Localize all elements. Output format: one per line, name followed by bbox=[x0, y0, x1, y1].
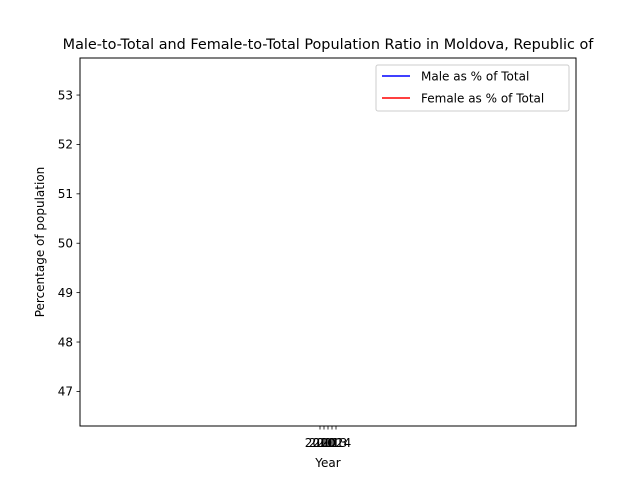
y-tick-label: 50 bbox=[58, 237, 73, 251]
x-tick-label: 2010 bbox=[305, 436, 336, 450]
legend-label-male: Male as % of Total bbox=[421, 70, 529, 84]
x-tick-label: 2014 bbox=[321, 436, 352, 450]
plot-area-frame bbox=[79, 57, 577, 427]
y-tick-label: 49 bbox=[58, 286, 73, 300]
y-axis-label: Percentage of population bbox=[33, 167, 47, 318]
legend: Male as % of Total Female as % of Total bbox=[375, 64, 570, 112]
y-axis-ticks: 47 48 49 50 51 52 53 bbox=[58, 88, 80, 399]
y-tick-label: 53 bbox=[58, 88, 73, 102]
y-tick-label: 47 bbox=[58, 385, 73, 399]
x-tick-label: 2011 bbox=[309, 436, 340, 450]
y-tick-label: 51 bbox=[58, 187, 73, 201]
legend-frame bbox=[375, 64, 570, 112]
legend-label-female: Female as % of Total bbox=[421, 92, 544, 106]
x-axis-label: Year bbox=[314, 456, 340, 470]
chart-title: Male-to-Total and Female-to-Total Popula… bbox=[63, 37, 595, 53]
x-tick-label: 2013 bbox=[317, 436, 348, 450]
y-tick-label: 48 bbox=[58, 335, 73, 349]
y-tick-label: 52 bbox=[58, 138, 73, 152]
x-tick-label: 2012 bbox=[313, 436, 344, 450]
